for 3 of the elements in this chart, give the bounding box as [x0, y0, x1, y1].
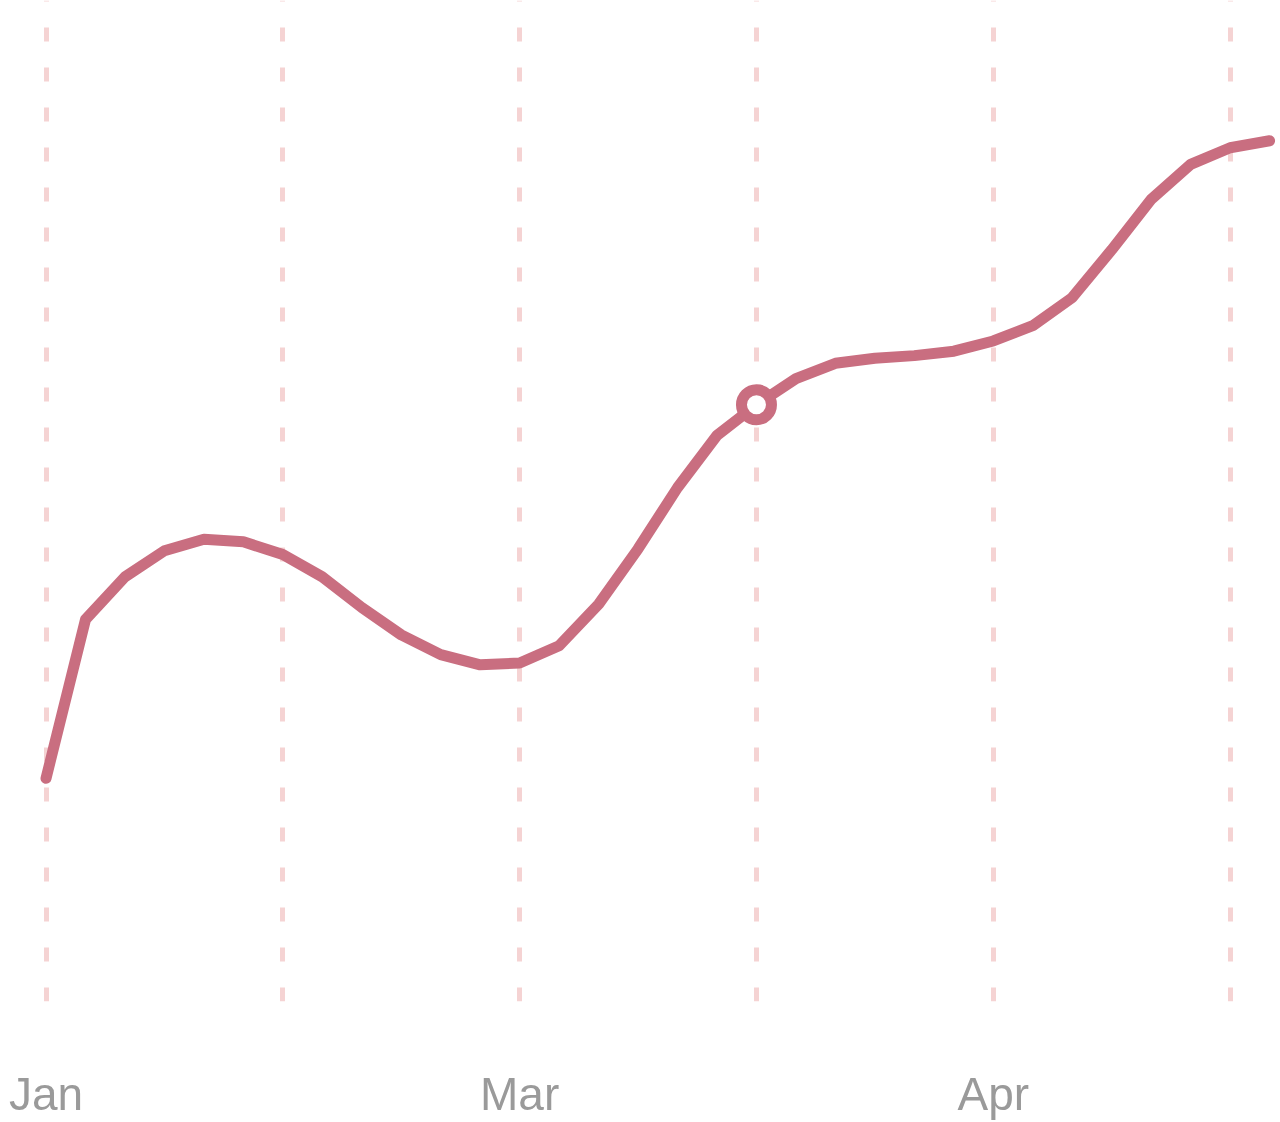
x-tick-label: Jan [8, 1067, 84, 1120]
x-tick-label: Apr [957, 1067, 1030, 1120]
x-tick-label: Mar [480, 1067, 560, 1120]
